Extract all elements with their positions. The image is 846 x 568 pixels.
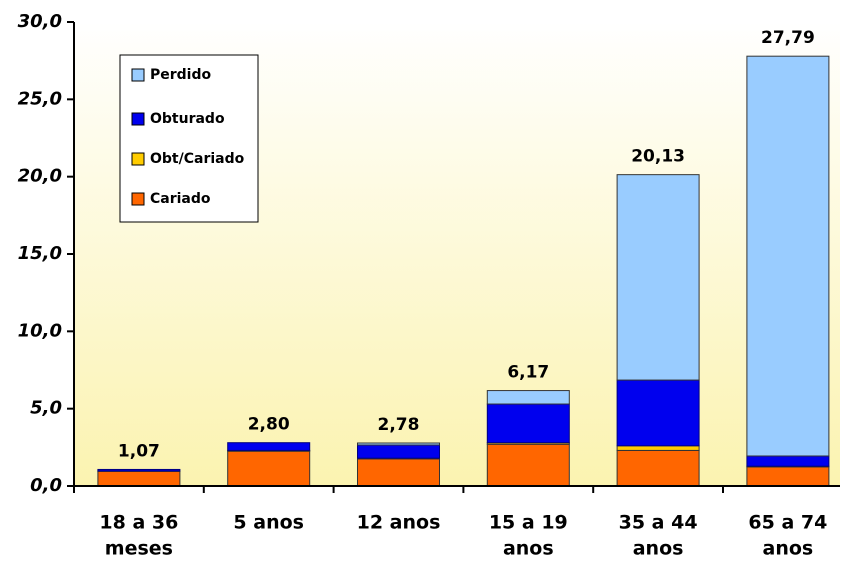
bar-segment <box>617 450 699 486</box>
bar-segment <box>747 56 829 456</box>
bar-segment <box>228 451 310 486</box>
x-tick-label: anos <box>503 538 554 560</box>
x-tick-label: 12 anos <box>357 512 441 534</box>
legend-label: Perdido <box>150 67 212 83</box>
bar-segment <box>358 445 440 458</box>
y-tick-label: 20,0 <box>18 166 62 187</box>
x-tick-label: anos <box>763 538 814 560</box>
legend-swatch <box>132 113 144 125</box>
bar-segment <box>98 469 180 471</box>
bar-segment <box>487 444 569 486</box>
bar-segment <box>747 467 829 486</box>
legend-label: Cariado <box>150 191 211 207</box>
x-tick-label: anos <box>633 538 684 560</box>
legend-swatch <box>132 153 144 165</box>
bar-segment <box>617 175 699 380</box>
y-tick-label: 0,0 <box>30 475 62 496</box>
y-tick-label: 15,0 <box>18 243 62 264</box>
legend-label: Obt/Cariado <box>150 151 245 167</box>
bar-segment <box>617 380 699 446</box>
x-tick-label: 65 a 74 <box>748 512 827 534</box>
y-tick-label: 25,0 <box>18 88 62 109</box>
value-label: 2,78 <box>378 415 420 435</box>
y-tick-label: 5,0 <box>30 398 62 419</box>
value-label: 27,79 <box>761 28 815 48</box>
bar-segment <box>617 446 699 451</box>
bar-segment <box>487 391 569 404</box>
legend-swatch <box>132 69 144 81</box>
x-tick-label: 5 anos <box>233 512 304 534</box>
x-tick-label: 35 a 44 <box>619 512 698 534</box>
y-tick-label: 10,0 <box>18 320 62 341</box>
bar-segment <box>747 456 829 466</box>
value-label: 20,13 <box>631 147 685 167</box>
x-tick-label: 18 a 36 <box>99 512 178 534</box>
legend-swatch <box>132 193 144 205</box>
value-label: 6,17 <box>507 363 549 383</box>
bar-segment <box>98 471 180 486</box>
bar-segment <box>358 459 440 486</box>
x-tick-label: meses <box>105 538 173 560</box>
bar-segment <box>228 443 310 451</box>
x-tick-label: 15 a 19 <box>489 512 568 534</box>
value-label: 1,07 <box>118 441 160 461</box>
y-tick-label: 30,0 <box>18 11 62 32</box>
bar-segment <box>487 404 569 443</box>
value-label: 2,80 <box>248 415 290 435</box>
bar-segment <box>358 443 440 445</box>
legend-label: Obturado <box>150 111 225 127</box>
